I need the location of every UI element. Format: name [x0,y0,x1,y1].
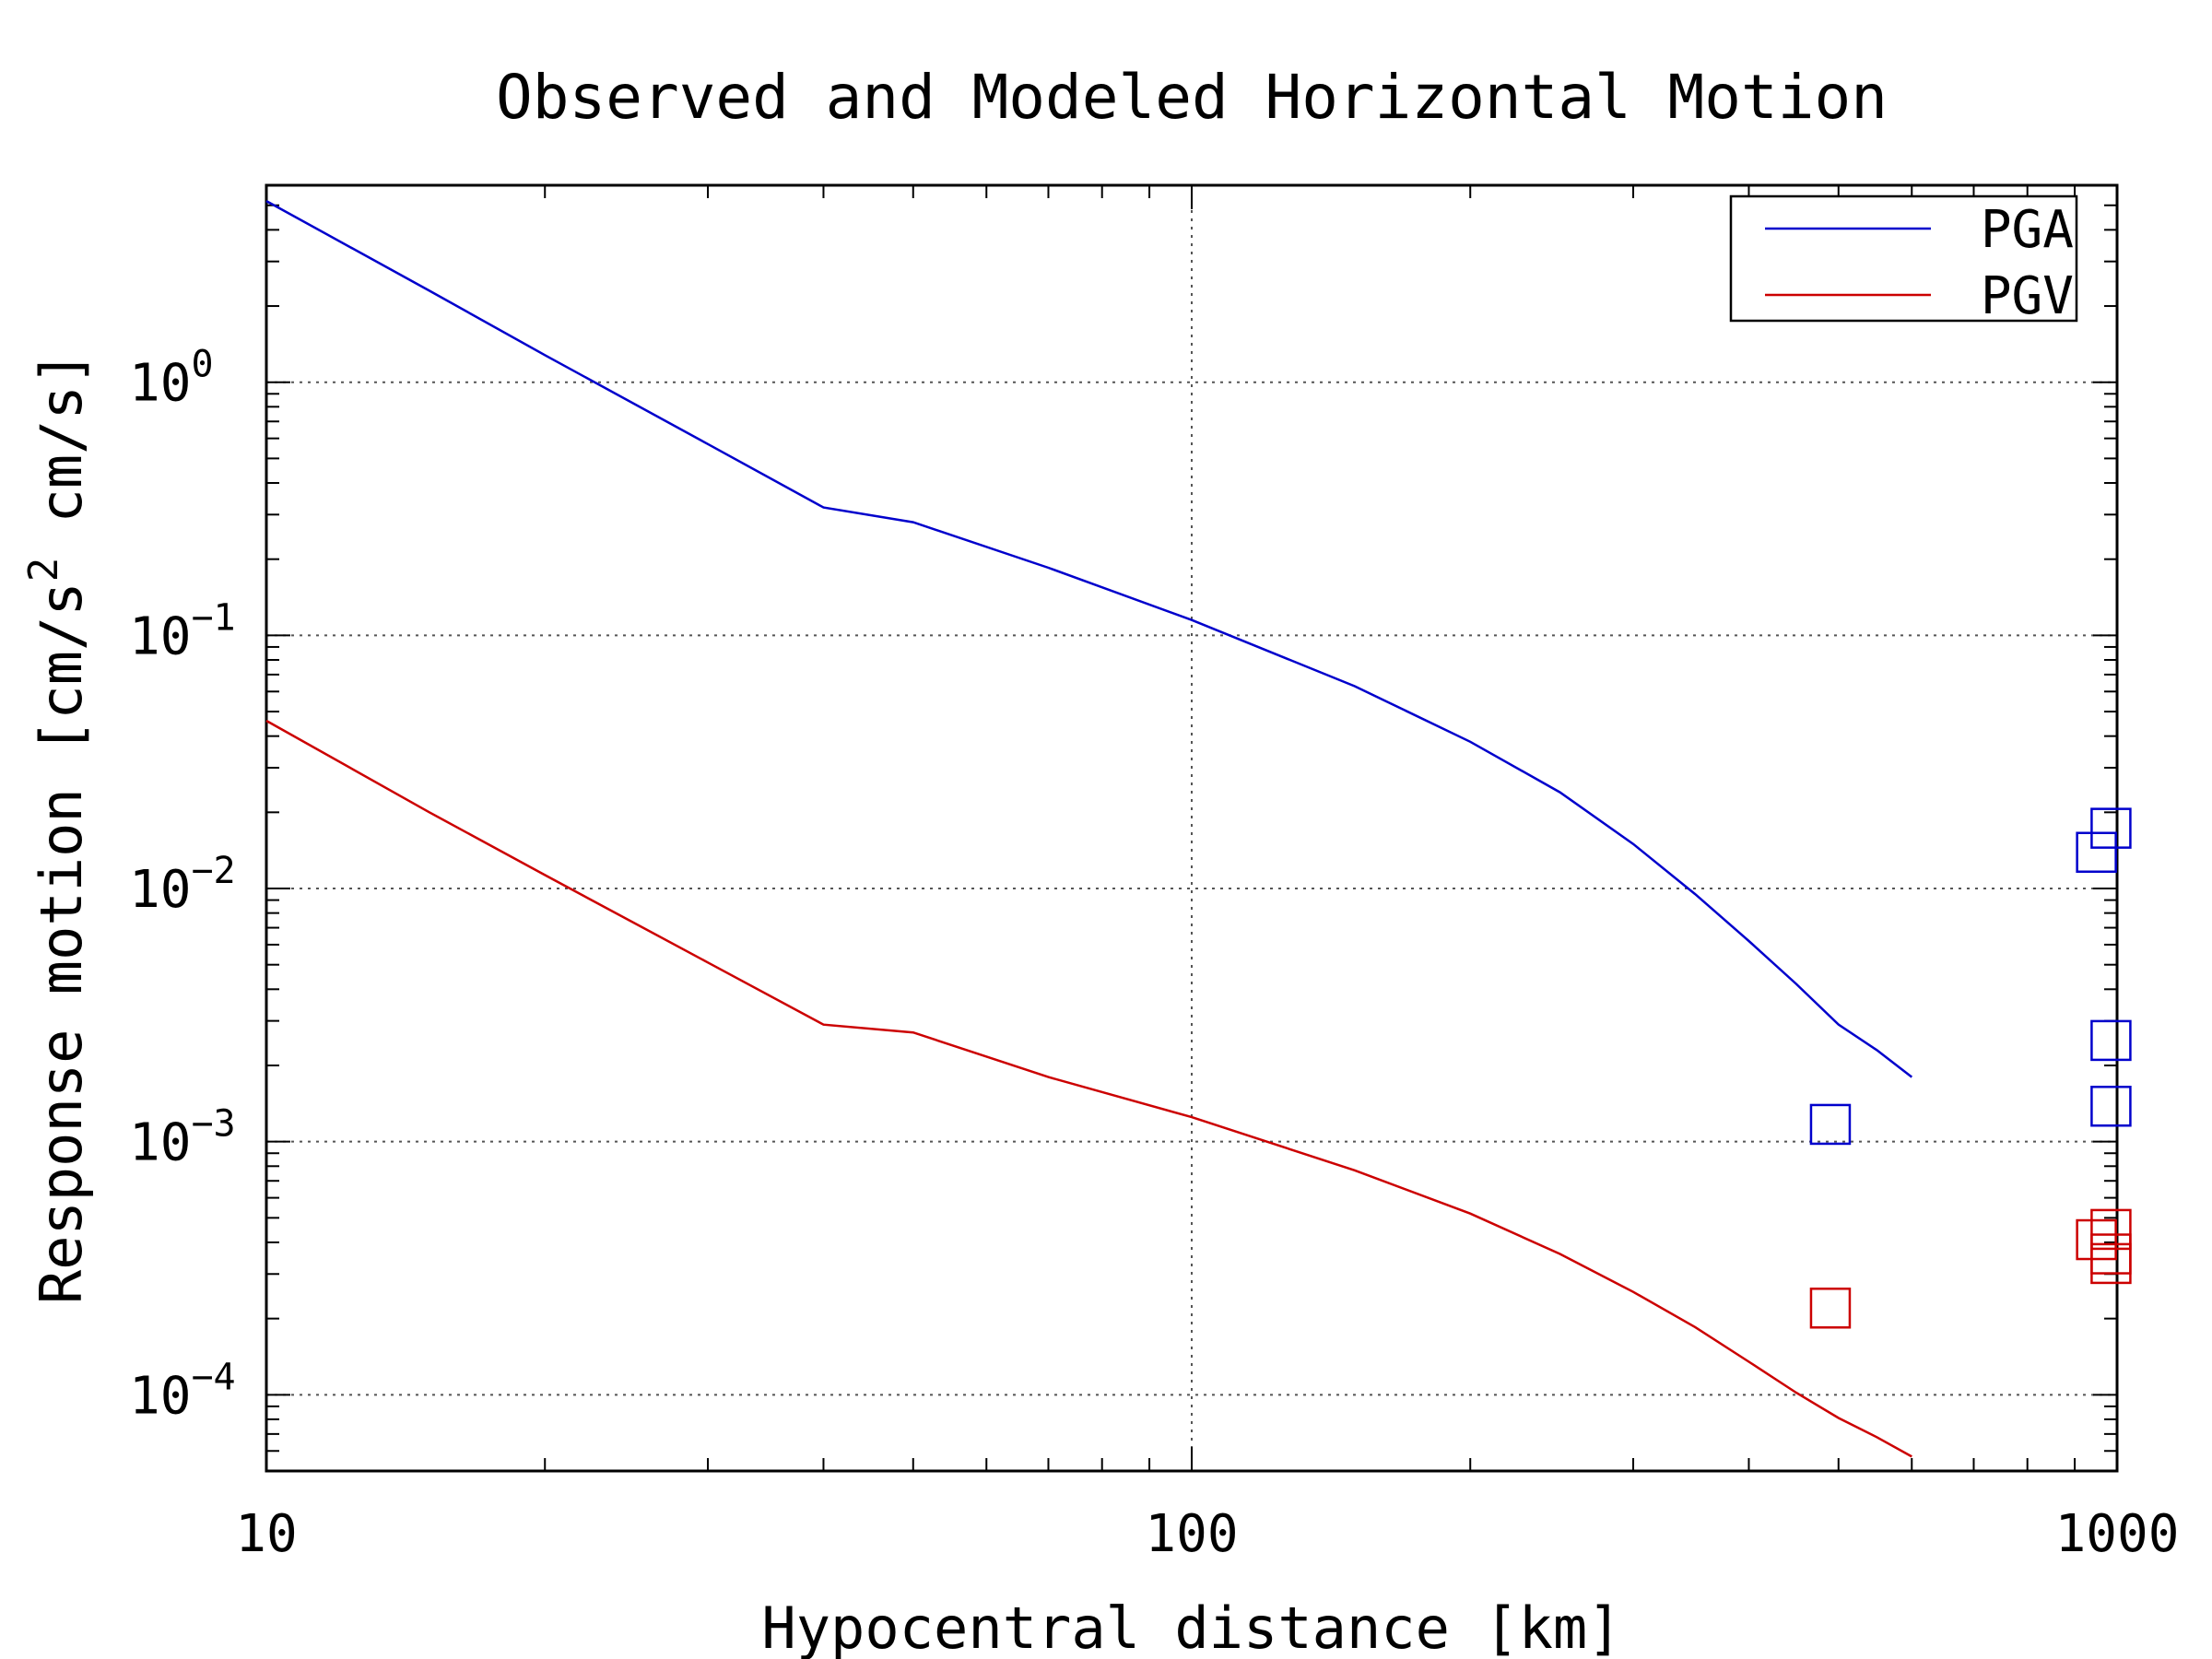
legend-label: PGV [1981,266,2074,326]
y-tick-label: 10−4 [129,1356,236,1426]
x-axis-label: Hypocentral distance [km] [761,1594,1621,1659]
x-tick-label: 100 [1145,1504,1238,1564]
y-tick-label: 10−2 [129,850,236,920]
pga-observed-marker [2090,1086,2132,1127]
pga-observed-marker [2090,807,2132,849]
y-tick-label: 100 [129,344,214,414]
legend-label: PGA [1981,200,2074,260]
pga-observed-marker [2090,1019,2132,1062]
pgv-observed-marker [1809,1288,1852,1329]
pga-line [265,200,1913,1078]
y-axis-label: Response motion [cm/s2 cm/s] [20,351,95,1304]
legend-box [1729,194,2078,323]
x-tick-label: 10 [235,1504,297,1564]
grid-lines [266,185,2117,1471]
chart-title: Observed and Modeled Horizontal Motion [496,62,1888,133]
x-tick-label: 1000 [2055,1504,2180,1564]
pga-observed-marker [2076,831,2117,873]
axis-ticks [265,184,2117,1472]
data-series [265,200,2132,1458]
pgv-line [265,719,1912,1458]
pgv-observed-marker [2076,1218,2117,1261]
pga-observed-marker [1809,1103,1852,1146]
y-tick-label: 10−1 [129,596,236,666]
x-tick-labels: 10 100 1000 [235,1504,2179,1564]
y-tick-label: 10−3 [129,1103,236,1173]
pgv-observed-marker [2090,1233,2132,1275]
y-tick-labels: 10−4 10−3 10−2 10−1 100 [129,344,236,1427]
pgv-observed-marker [2090,1242,2132,1285]
pgv-observed-marker [2090,1208,2132,1251]
